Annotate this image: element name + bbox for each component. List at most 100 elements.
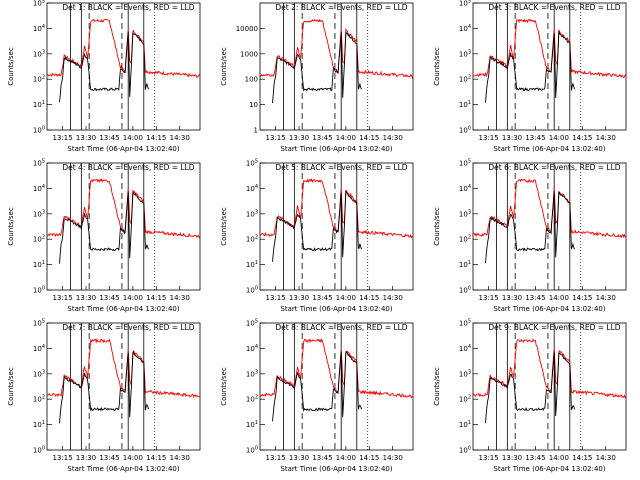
panel-title: Det 3: BLACK = Events, RED = LLD xyxy=(488,3,620,12)
x-tick-label: 13:15 xyxy=(266,454,286,462)
x-tick-label: 14:30 xyxy=(170,294,190,302)
x-axis-label: Start Time (06-Apr-04 13:02:40) xyxy=(280,305,392,313)
plot-frame xyxy=(259,2,414,131)
x-tick-label: 14:30 xyxy=(596,294,616,302)
x-axis-label: Start Time (06-Apr-04 13:02:40) xyxy=(67,465,179,473)
x-tick-label: 13:45 xyxy=(99,134,119,142)
y-tick-label: 102 xyxy=(459,75,471,84)
x-tick-label: 14:30 xyxy=(383,134,403,142)
events-series-line xyxy=(272,189,362,262)
lld-series-line xyxy=(259,338,414,399)
x-tick-label: 13:30 xyxy=(502,134,522,142)
x-tick-label: 14:00 xyxy=(123,454,143,462)
y-tick-label: 103 xyxy=(33,209,45,218)
plot-frame xyxy=(472,2,627,131)
y-tick-label: 104 xyxy=(33,344,45,353)
y-tick-label: 101 xyxy=(459,100,471,109)
y-tick-label: 100 xyxy=(33,446,45,455)
x-tick-label: 13:30 xyxy=(76,294,96,302)
y-axis-label: Counts/sec xyxy=(433,47,441,86)
y-tick-label: 101 xyxy=(459,420,471,429)
y-axis-label: Counts/sec xyxy=(7,207,15,246)
x-tick-label: 14:00 xyxy=(336,294,356,302)
y-axis-label: Counts/sec xyxy=(433,367,441,406)
x-tick-label: 14:15 xyxy=(572,454,592,462)
y-tick-label: 105 xyxy=(33,159,45,168)
lld-series-line xyxy=(46,337,201,399)
x-tick-label: 14:00 xyxy=(336,454,356,462)
y-tick-label: 1 xyxy=(254,127,258,135)
events-series-line xyxy=(59,350,149,424)
x-tick-label: 14:15 xyxy=(146,294,166,302)
x-axis-label: Start Time (06-Apr-04 13:02:40) xyxy=(280,145,392,153)
y-tick-label: 105 xyxy=(246,319,258,328)
x-tick-label: 14:30 xyxy=(170,454,190,462)
x-tick-label: 13:30 xyxy=(76,134,96,142)
x-tick-label: 13:15 xyxy=(479,134,499,142)
x-tick-label: 13:15 xyxy=(53,134,73,142)
y-tick-label: 10 xyxy=(249,101,258,109)
y-tick-label: 103 xyxy=(33,369,45,378)
x-tick-label: 14:00 xyxy=(123,294,143,302)
x-tick-label: 14:30 xyxy=(383,294,403,302)
panel-title: Det 1: BLACK = Events, RED = LLD xyxy=(62,3,194,12)
detector-panel-8: Det 8: BLACK = Events, RED = LLD 13:15 13:… xyxy=(220,319,414,473)
y-axis-label: Counts/sec xyxy=(220,207,228,246)
panel-title: Det 4: BLACK = Events, RED = LLD xyxy=(62,163,194,172)
x-tick-label: 14:00 xyxy=(123,134,143,142)
x-tick-label: 13:45 xyxy=(312,454,332,462)
events-series-line xyxy=(485,191,575,264)
x-tick-label: 13:45 xyxy=(525,134,545,142)
x-tick-label: 13:15 xyxy=(53,294,73,302)
lld-series-line xyxy=(472,18,627,79)
y-tick-label: 102 xyxy=(246,235,258,244)
y-axis-label: Counts/sec xyxy=(220,47,228,86)
x-tick-label: 14:15 xyxy=(572,134,592,142)
x-tick-label: 13:15 xyxy=(266,134,286,142)
y-axis-label: Counts/sec xyxy=(433,207,441,246)
panel-title: Det 7: BLACK = Events, RED = LLD xyxy=(62,323,194,332)
y-tick-label: 101 xyxy=(33,420,45,429)
x-tick-label: 14:15 xyxy=(359,454,379,462)
x-tick-label: 13:45 xyxy=(99,454,119,462)
x-tick-label: 13:15 xyxy=(53,454,73,462)
events-series-line xyxy=(59,31,149,103)
y-tick-label: 100 xyxy=(33,286,45,295)
x-tick-label: 13:45 xyxy=(525,454,545,462)
y-tick-label: 100 xyxy=(246,446,258,455)
lld-series-line xyxy=(46,18,201,79)
y-tick-label: 105 xyxy=(33,319,45,328)
x-tick-label: 13:30 xyxy=(289,294,309,302)
x-tick-label: 14:00 xyxy=(549,134,569,142)
plot-frame xyxy=(46,322,201,451)
y-tick-label: 105 xyxy=(459,159,471,168)
y-tick-label: 103 xyxy=(246,209,258,218)
y-tick-label: 100 xyxy=(459,286,471,295)
y-tick-label: 10000 xyxy=(236,25,258,33)
y-tick-label: 102 xyxy=(33,395,45,404)
plot-frame xyxy=(472,322,627,451)
detector-panel-4: Det 4: BLACK = Events, RED = LLD 13:15 13:… xyxy=(7,159,201,313)
x-tick-label: 13:30 xyxy=(502,454,522,462)
events-series-line xyxy=(59,191,149,264)
y-tick-label: 102 xyxy=(246,395,258,404)
y-tick-label: 101 xyxy=(246,420,258,429)
x-axis-label: Start Time (06-Apr-04 13:02:40) xyxy=(493,145,605,153)
y-tick-label: 103 xyxy=(33,49,45,58)
y-tick-label: 103 xyxy=(246,369,258,378)
plot-frame xyxy=(472,162,627,291)
panel-title: Det 8: BLACK = Events, RED = LLD xyxy=(275,323,407,332)
y-tick-label: 104 xyxy=(459,24,471,33)
x-tick-label: 13:30 xyxy=(502,294,522,302)
x-axis-label: Start Time (06-Apr-04 13:02:40) xyxy=(493,305,605,313)
lld-series-line xyxy=(259,18,414,80)
lld-series-line xyxy=(259,178,414,239)
y-tick-label: 103 xyxy=(459,209,471,218)
x-tick-label: 14:00 xyxy=(549,454,569,462)
y-tick-label: 103 xyxy=(459,369,471,378)
x-tick-label: 14:30 xyxy=(170,134,190,142)
x-tick-label: 13:30 xyxy=(76,454,96,462)
